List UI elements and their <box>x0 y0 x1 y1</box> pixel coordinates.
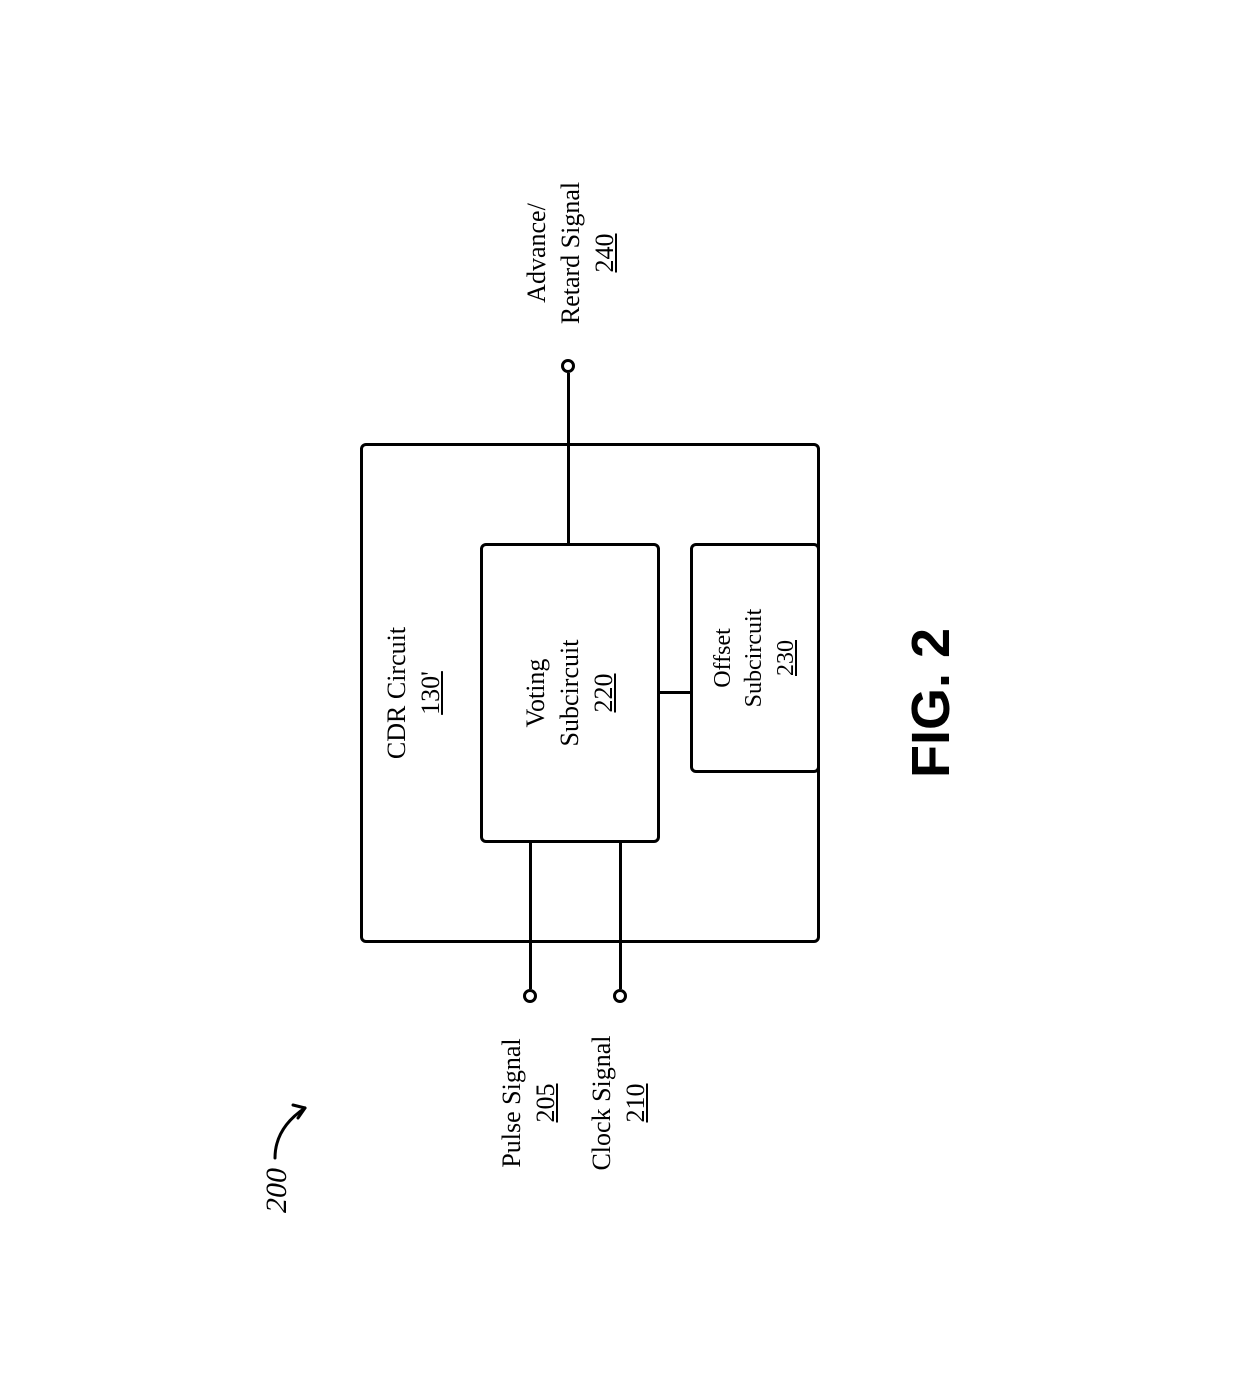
offset-label: Offset Subcircuit 230 <box>708 609 802 708</box>
offset-subcircuit-box: Offset Subcircuit 230 <box>690 543 820 773</box>
voting-line2: Subcircuit <box>555 640 584 747</box>
clock-name: Clock Signal <box>587 1035 616 1170</box>
wire-pulse-outer-to-voting <box>529 843 532 940</box>
wire-clock-port-to-outer <box>619 943 622 989</box>
wire-outer-right-to-port <box>567 373 570 443</box>
cdr-circuit-label: CDR Circuit 130' <box>380 603 448 783</box>
output-line2: Retard Signal <box>556 182 585 324</box>
figure-caption: FIG. 2 <box>900 628 962 778</box>
output-num: 240 <box>590 234 619 273</box>
voting-line3: 220 <box>589 674 618 713</box>
offset-line3: 230 <box>773 640 799 676</box>
pulse-name: Pulse Signal <box>497 1038 526 1167</box>
offset-line2: Subcircuit <box>741 609 767 708</box>
voting-label: Voting Subcircuit 220 <box>519 640 620 747</box>
figure-reference-number: 200 <box>260 1168 294 1213</box>
pulse-port-icon <box>523 989 537 1003</box>
pulse-num: 205 <box>531 1084 560 1123</box>
voting-subcircuit-box: Voting Subcircuit 220 <box>480 543 660 843</box>
cdr-title-text: CDR Circuit <box>382 627 411 759</box>
wire-voting-to-offset <box>660 691 690 694</box>
output-port-icon <box>561 359 575 373</box>
clock-port-icon <box>613 989 627 1003</box>
advance-retard-label: Advance/ Retard Signal 240 <box>520 153 621 353</box>
reference-arrow-icon <box>270 1093 320 1163</box>
wire-clock-outer-to-voting <box>619 843 622 940</box>
cdr-title-ref: 130' <box>416 671 445 715</box>
wire-pulse-port-to-outer <box>529 943 532 989</box>
clock-signal-label: Clock Signal 210 <box>585 1013 653 1193</box>
clock-num: 210 <box>621 1084 650 1123</box>
offset-line1: Offset <box>710 628 736 688</box>
pulse-signal-label: Pulse Signal 205 <box>495 1013 563 1193</box>
wire-voting-to-outer-right <box>567 443 570 543</box>
voting-line1: Voting <box>521 659 550 728</box>
output-line1: Advance/ <box>522 203 551 303</box>
diagram-canvas: 200 CDR Circuit 130' Voting Subcircuit 2… <box>220 143 1020 1243</box>
